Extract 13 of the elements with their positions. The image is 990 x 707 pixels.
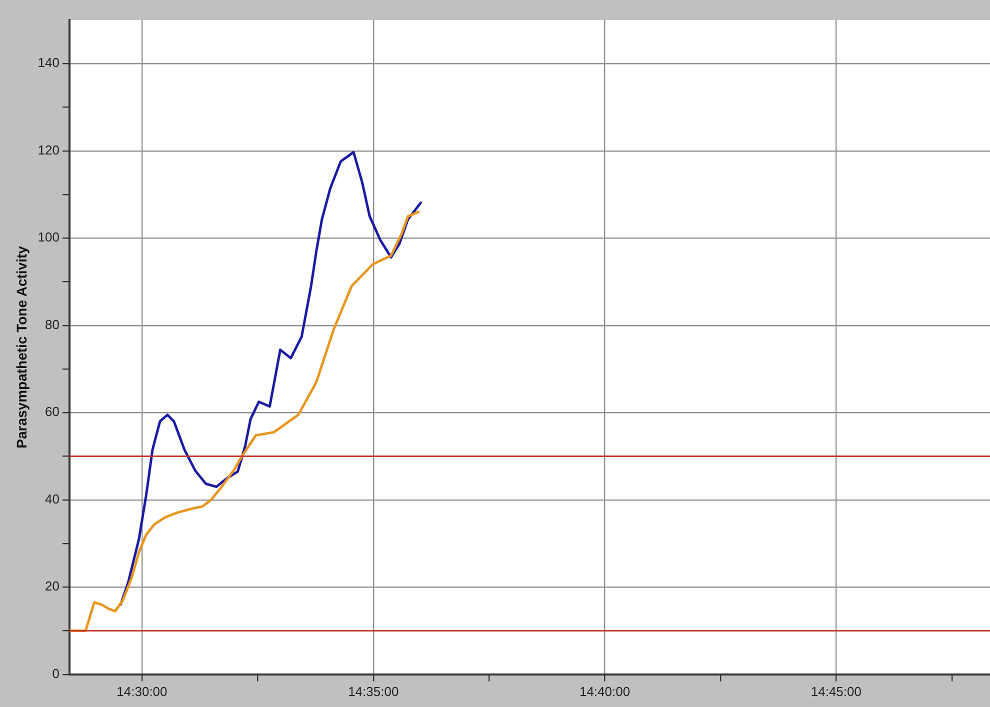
- y-tick-label: 80: [45, 316, 60, 332]
- x-tick-label: 14:45:00: [810, 684, 862, 699]
- y-tick-label: 100: [38, 230, 60, 245]
- y-tick-label: 120: [38, 142, 60, 158]
- x-tick-label: 14:40:00: [579, 684, 630, 699]
- y-tick-label: 40: [45, 491, 60, 506]
- y-tick-label: 60: [45, 404, 60, 420]
- y-tick-label: 140: [38, 55, 60, 70]
- y-tick-label: 0: [52, 666, 60, 681]
- x-tick-label: 14:35:00: [348, 684, 399, 699]
- y-axis-title: Parasympathetic Tone Activity: [13, 246, 30, 448]
- y-tick-label: 20: [45, 578, 60, 594]
- x-tick-label: 14:30:00: [116, 684, 168, 699]
